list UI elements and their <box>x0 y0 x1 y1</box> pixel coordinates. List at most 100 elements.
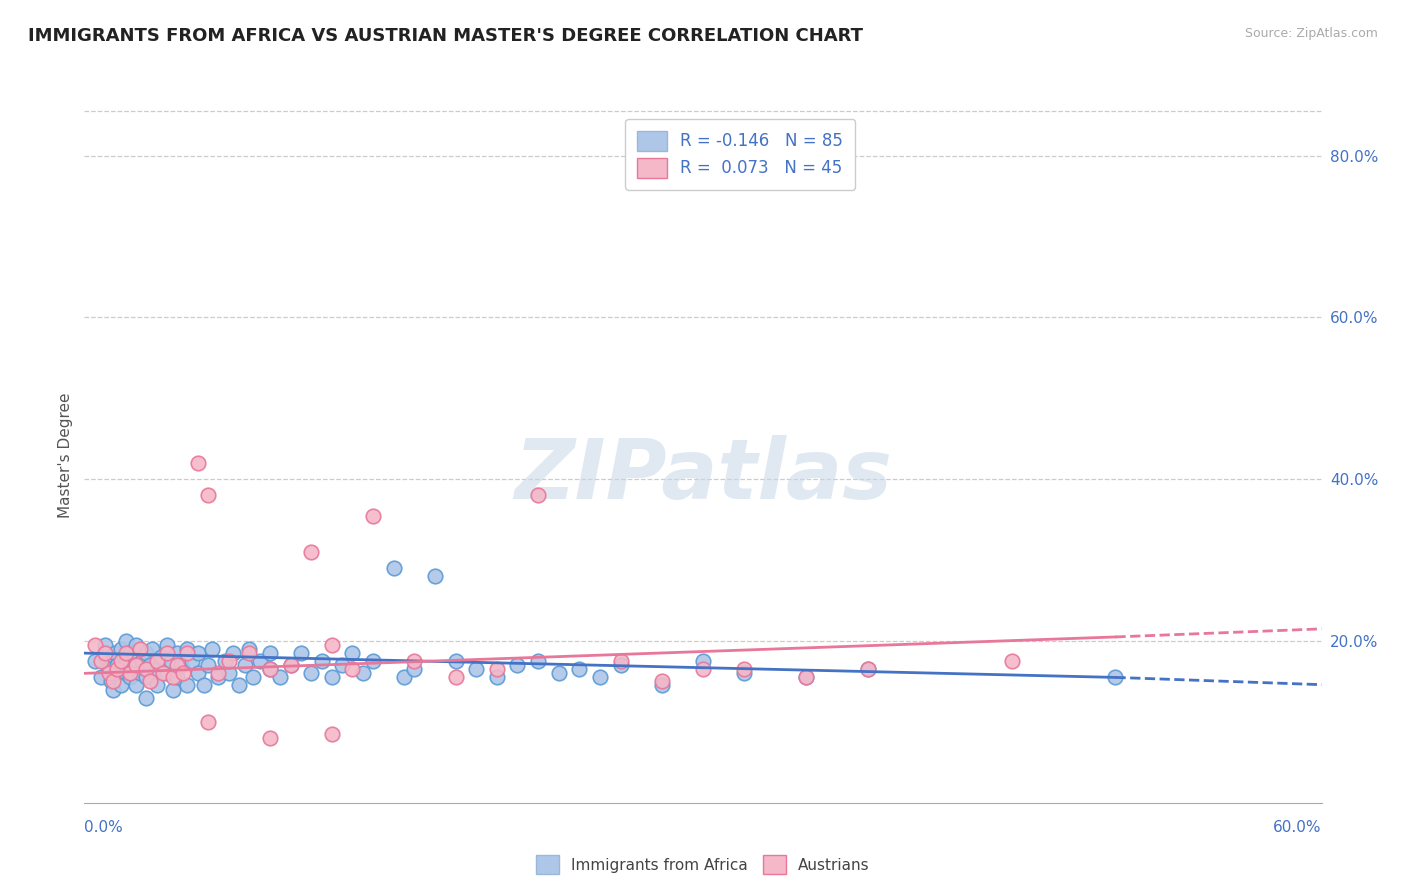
Point <box>94 646 117 660</box>
Point <box>139 674 162 689</box>
Point <box>105 662 128 676</box>
Text: Source: ZipAtlas.com: Source: ZipAtlas.com <box>1244 27 1378 40</box>
Point <box>187 666 209 681</box>
Point <box>110 678 132 692</box>
Point <box>118 646 141 660</box>
Point <box>794 670 817 684</box>
Point <box>214 654 236 668</box>
Point <box>485 662 508 676</box>
Point <box>259 646 281 660</box>
Point <box>392 670 415 684</box>
Point <box>129 666 152 681</box>
Point <box>162 670 184 684</box>
Point <box>139 658 162 673</box>
Point <box>361 654 384 668</box>
Point <box>1001 654 1024 668</box>
Point <box>299 666 322 681</box>
Point <box>156 638 179 652</box>
Point <box>299 545 322 559</box>
Point <box>166 670 188 684</box>
Point <box>135 670 157 684</box>
Point <box>733 666 755 681</box>
Point <box>382 561 405 575</box>
Point <box>83 654 105 668</box>
Point <box>444 670 467 684</box>
Point <box>321 727 343 741</box>
Point <box>404 654 426 668</box>
Text: ZIPatlas: ZIPatlas <box>515 435 891 516</box>
Point <box>135 662 157 676</box>
Point <box>651 674 673 689</box>
Point <box>105 658 128 673</box>
Point <box>149 650 172 665</box>
Point <box>187 646 209 660</box>
Point <box>125 638 148 652</box>
Point <box>238 646 260 660</box>
Point <box>166 646 188 660</box>
Point <box>98 662 121 676</box>
Point <box>176 646 198 660</box>
Point <box>651 678 673 692</box>
Point <box>110 654 132 668</box>
Point <box>141 642 163 657</box>
Point <box>197 658 219 673</box>
Point <box>352 666 374 681</box>
Point <box>135 646 157 660</box>
Point <box>176 678 198 692</box>
Point <box>83 638 105 652</box>
Point <box>118 670 141 684</box>
Point <box>180 654 202 668</box>
Point <box>321 638 343 652</box>
Point <box>280 658 302 673</box>
Legend: R = -0.146   N = 85, R =  0.073   N = 45: R = -0.146 N = 85, R = 0.073 N = 45 <box>626 119 855 189</box>
Point <box>527 488 550 502</box>
Point <box>609 654 631 668</box>
Point <box>233 658 256 673</box>
Point <box>280 658 302 673</box>
Point <box>692 654 714 668</box>
Point <box>156 666 179 681</box>
Point <box>170 658 193 673</box>
Point <box>162 682 184 697</box>
Point <box>342 646 364 660</box>
Point <box>125 678 148 692</box>
Point <box>135 690 157 705</box>
Point <box>609 658 631 673</box>
Point <box>465 662 488 676</box>
Point <box>423 569 446 583</box>
Point <box>103 682 125 697</box>
Point <box>172 666 194 681</box>
Point <box>145 654 167 668</box>
Point <box>218 666 240 681</box>
Point <box>90 670 112 684</box>
Point <box>249 654 271 668</box>
Point <box>242 670 264 684</box>
Point <box>129 642 152 657</box>
Point <box>131 654 153 668</box>
Point <box>114 646 136 660</box>
Point <box>361 508 384 523</box>
Point <box>104 666 127 681</box>
Text: 0.0%: 0.0% <box>84 821 124 835</box>
Point <box>733 662 755 676</box>
Point <box>259 731 281 745</box>
Point <box>207 670 229 684</box>
Point <box>269 670 291 684</box>
Point <box>321 670 343 684</box>
Point <box>238 642 260 657</box>
Point <box>228 678 250 692</box>
Point <box>176 642 198 657</box>
Point <box>125 658 148 673</box>
Point <box>259 662 281 676</box>
Y-axis label: Master's Degree: Master's Degree <box>58 392 73 517</box>
Point <box>104 646 127 660</box>
Point <box>145 678 167 692</box>
Point <box>187 456 209 470</box>
Point <box>145 662 167 676</box>
Point <box>444 654 467 668</box>
Point <box>114 654 136 668</box>
Point <box>100 674 122 689</box>
Point <box>114 666 136 681</box>
Point <box>193 678 215 692</box>
Point <box>94 650 117 665</box>
